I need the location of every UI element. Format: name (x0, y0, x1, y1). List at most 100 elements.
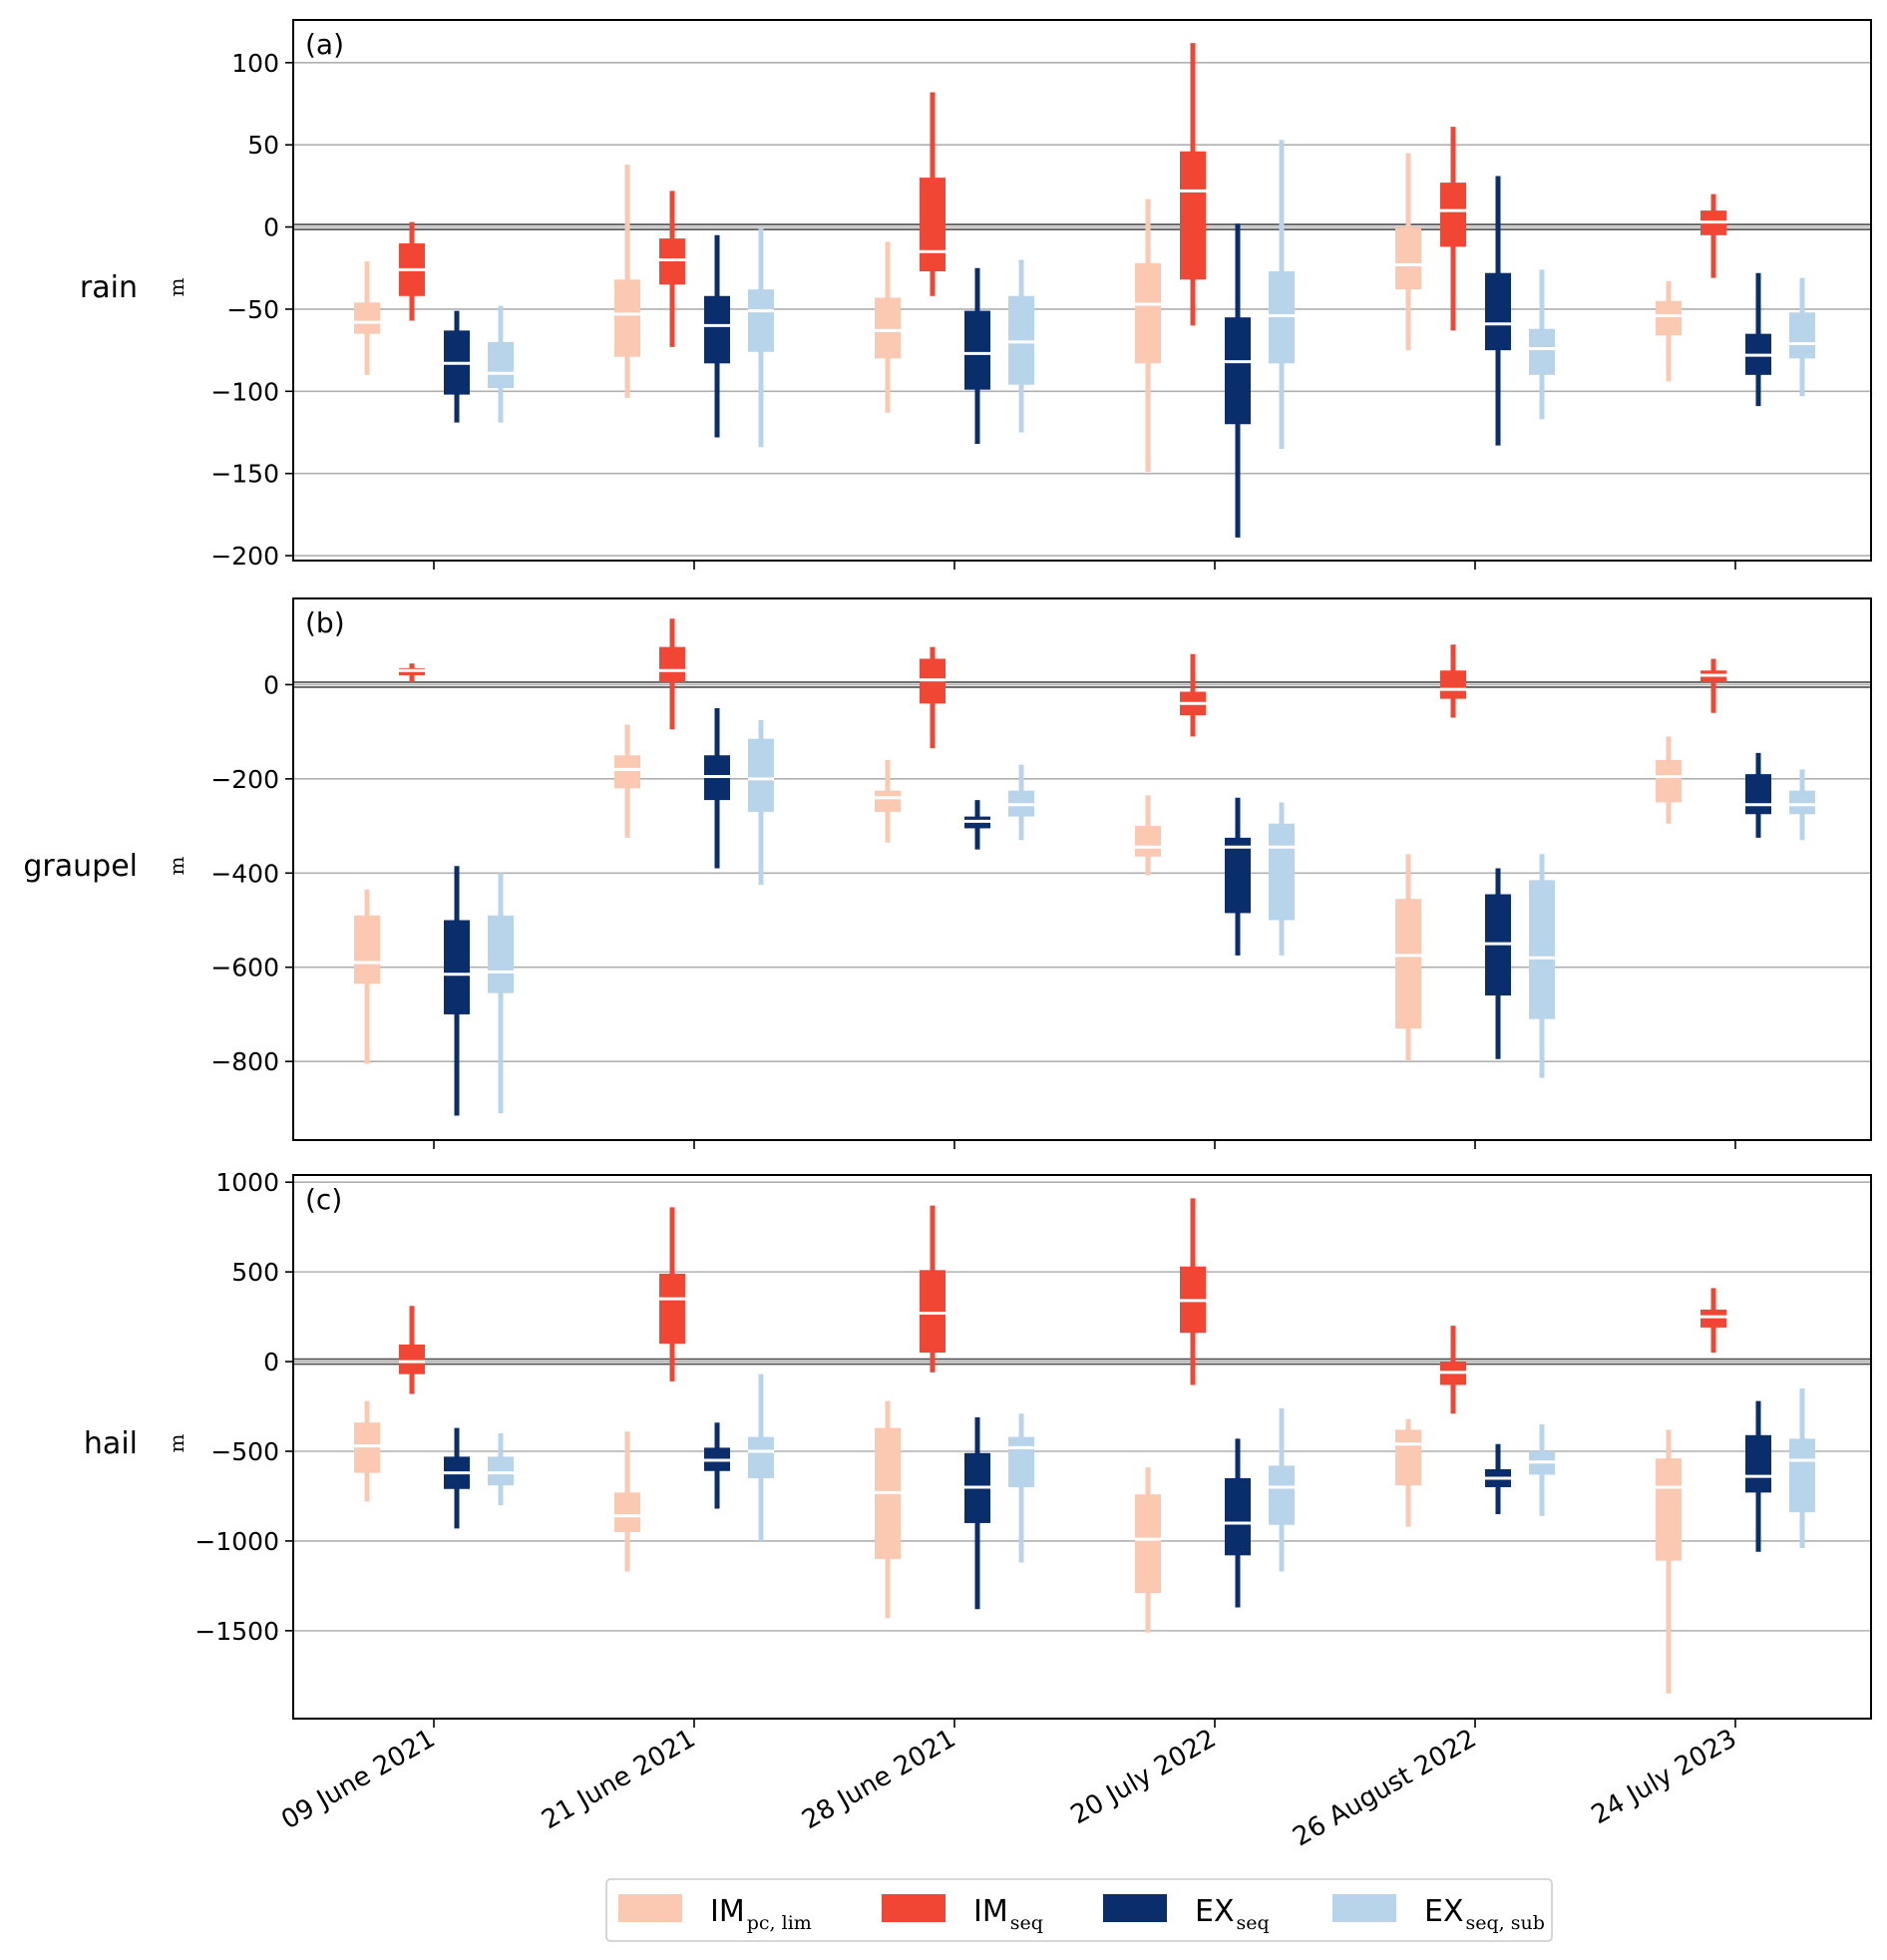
y-tick-label: −1000 (194, 1527, 279, 1556)
box-body (1789, 1438, 1815, 1513)
box-body (875, 790, 901, 812)
y-tick-label: −500 (210, 1437, 279, 1466)
box-ex-3 (1225, 1438, 1251, 1608)
box-body (354, 1422, 380, 1473)
row-label: graupel (23, 849, 138, 884)
box-body (1440, 670, 1466, 699)
legend-swatch (882, 1894, 945, 1922)
box-im-1 (1656, 1429, 1682, 1694)
box-ex-4 (1789, 769, 1815, 841)
y-tick-label: −400 (210, 859, 279, 888)
panel-1: −200 −150 −100 −50 0 50 100 (a) rain m (80, 19, 1872, 571)
y-tick-label: 0 (263, 213, 279, 242)
box-im-1 (354, 889, 380, 1064)
box-ex-3 (1225, 223, 1251, 538)
box-ex-4 (1269, 802, 1295, 956)
box-im-2 (1180, 653, 1206, 737)
box-ex-3 (1225, 797, 1251, 956)
box-im-2 (920, 1205, 945, 1372)
box-body (1269, 271, 1295, 364)
box-ex-3 (1485, 1443, 1511, 1514)
box-body (659, 1273, 685, 1345)
box-body (1008, 1436, 1034, 1487)
box-ex-4 (1789, 1388, 1815, 1549)
box-body (1529, 328, 1555, 375)
box-body (748, 1436, 774, 1478)
legend-frame (605, 1878, 1553, 1942)
box-im-1 (1135, 795, 1161, 876)
legend-label: IM seq (973, 1894, 1043, 1934)
box-ex-4 (1008, 1413, 1034, 1563)
box-im-2 (1180, 43, 1206, 326)
box-im-2 (659, 618, 685, 730)
box-body (614, 1492, 640, 1532)
box-body (1656, 759, 1682, 803)
legend-swatch (618, 1894, 682, 1922)
box-im-2 (1440, 1326, 1466, 1414)
box-body (1440, 183, 1466, 247)
box-body (1269, 823, 1295, 921)
y-tick-label: −800 (210, 1047, 279, 1076)
box-body (920, 1270, 945, 1354)
box-im-2 (1440, 127, 1466, 331)
box-body (1395, 899, 1421, 1029)
axes-frame (292, 597, 1872, 1141)
box-ex-3 (1485, 868, 1511, 1059)
box-body (354, 302, 380, 334)
box-ex-4 (1529, 1424, 1555, 1516)
x-category-label: 24 July 2023 (1587, 1724, 1742, 1830)
y-tick-label: 100 (231, 49, 279, 78)
y-tick-label: −200 (210, 765, 279, 794)
box-ex-3 (1745, 752, 1771, 838)
y-tick-label: −1500 (194, 1617, 279, 1646)
unit-label: m (165, 856, 189, 875)
box-body (1135, 1494, 1161, 1594)
legend-item-4: EX seq, sub (1332, 1894, 1545, 1934)
box-im-1 (875, 759, 901, 843)
axes-frame (292, 1174, 1872, 1720)
box-body (659, 238, 685, 285)
unit-label: m (165, 277, 189, 296)
legend-swatch (1332, 1894, 1396, 1922)
panel-tag: (a) (305, 28, 344, 61)
box-im-2 (1700, 194, 1726, 278)
box-body (1789, 312, 1815, 359)
axes-frame (292, 19, 1872, 562)
box-body (704, 295, 730, 364)
legend-item-2: IM seq (882, 1894, 1043, 1934)
box-im-2 (659, 1207, 685, 1381)
legend: IM pc, lim IM seq EX seq EX seq, sub (605, 1878, 1553, 1942)
box-im-2 (1700, 658, 1726, 713)
box-body (659, 646, 685, 683)
box-ex-4 (1269, 140, 1295, 449)
box-body (444, 920, 470, 1014)
panel-3: −1500 −1000 −500 0 500 1000 (c) hail m (84, 1168, 1872, 1728)
box-im-2 (1180, 1198, 1206, 1385)
y-tick-label: −50 (226, 295, 279, 324)
box-body (875, 297, 901, 359)
panel-tag: (b) (305, 606, 345, 639)
box-ex-4 (748, 1373, 774, 1541)
box-im-1 (1135, 198, 1161, 473)
y-tick-label: −100 (210, 377, 279, 406)
box-im-1 (1656, 736, 1682, 824)
box-ex-4 (488, 305, 514, 423)
box-body (1225, 317, 1251, 425)
panel-tag: (c) (305, 1183, 342, 1216)
box-ex-3 (704, 234, 730, 438)
y-tick-label: 0 (263, 670, 279, 699)
box-ex-3 (1745, 272, 1771, 407)
box-body (748, 289, 774, 352)
y-tick-label: −200 (210, 542, 279, 571)
y-tick-label: −150 (210, 460, 279, 489)
box-body (1008, 295, 1034, 385)
box-im-2 (920, 646, 945, 749)
box-body (1135, 262, 1161, 364)
box-body (748, 738, 774, 812)
box-ex-3 (444, 310, 470, 423)
box-im-1 (1395, 854, 1421, 1062)
box-ex-3 (964, 267, 990, 445)
box-body (1656, 1458, 1682, 1561)
unit-label: m (165, 1433, 189, 1452)
box-ex-4 (748, 719, 774, 886)
